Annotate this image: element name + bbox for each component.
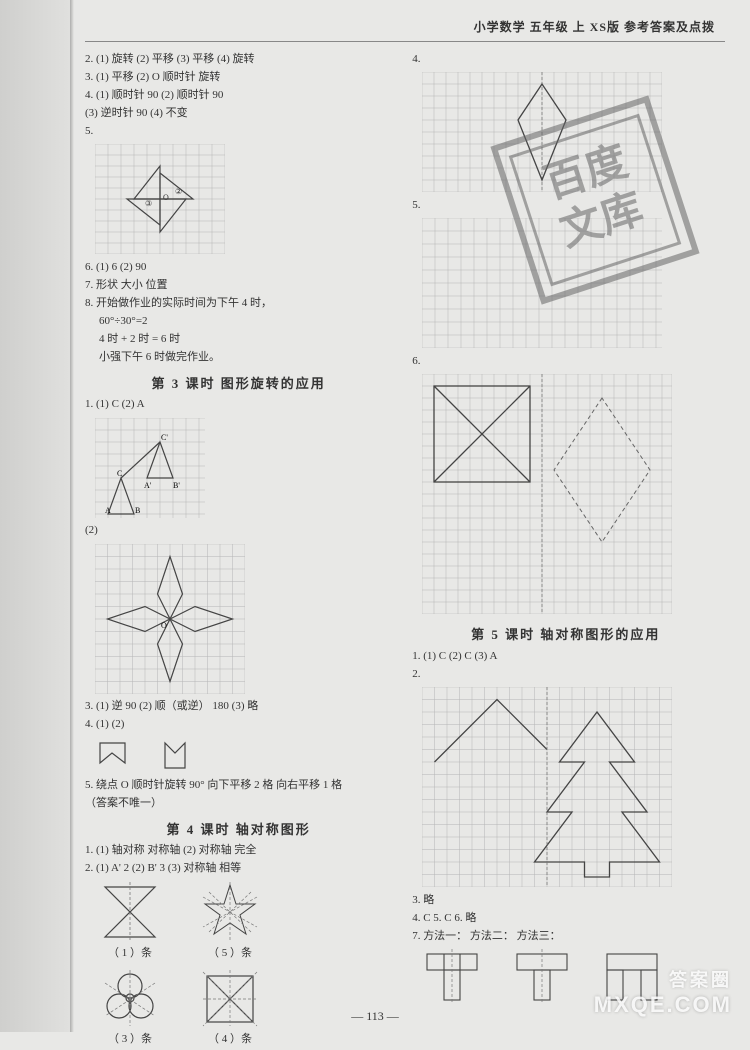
text: 4. (1) 顺时针 90 (2) 顺时针 90	[85, 87, 392, 104]
svg-text:②: ②	[175, 187, 182, 196]
text: 1. (1) 轴对称 对称轴 (2) 对称轴 完全	[85, 842, 392, 859]
text: 6. (1) 6 (2) 90	[85, 259, 392, 276]
section-title-3: 第 3 课时 图形旋转的应用	[85, 373, 392, 392]
fig-s4-row2: （ 3 ）条	[95, 968, 392, 1046]
fig-s3-small: A B C A' B' C'	[95, 418, 392, 518]
text: 2. (1) 旋转 (2) 平移 (3) 平移 (4) 旋转	[85, 51, 392, 68]
text: 5. 绕点 O 顺时针旋转 90° 向下平移 2 格 向右平移 1 格	[85, 777, 392, 794]
col-left: 2. (1) 旋转 (2) 平移 (3) 平移 (4) 旋转 3. (1) 平移…	[85, 50, 392, 1050]
fig-r6	[422, 374, 719, 614]
caption: （ 4 ）条	[195, 1030, 265, 1046]
page-header: 小学数学 五年级 上 XS版 参考答案及点拨	[85, 10, 725, 42]
section-title-5: 第 5 课时 轴对称图形的应用	[412, 624, 719, 643]
text: 2.	[412, 666, 719, 683]
text: 4.	[412, 51, 719, 68]
text: 3. (1) 逆 90 (2) 顺（或逆） 180 (3) 略	[85, 698, 392, 715]
text: (3) 逆时针 90 (4) 不变	[85, 105, 392, 122]
caption: （ 1 ）条	[95, 944, 165, 960]
text: 4. C 5. C 6. 略	[412, 910, 719, 927]
text: 8. 开始做作业的实际时间为下午 4 时，	[85, 295, 392, 312]
svg-text:C: C	[117, 469, 122, 478]
caption: （ 3 ）条	[95, 1030, 165, 1046]
watermark-answers: 答案圈	[669, 966, 732, 992]
svg-text:③: ③	[145, 199, 152, 208]
svg-text:C': C'	[161, 433, 168, 442]
fig-q5-rotate: O ② ③	[95, 144, 392, 254]
svg-text:O: O	[163, 193, 169, 202]
fig-s3-star: O	[95, 544, 392, 694]
caption: （ 5 ）条	[195, 944, 265, 960]
text: 1. (1) C (2) A	[85, 396, 392, 413]
text: 60°÷30°=2	[85, 313, 392, 330]
section-title-4: 第 4 课时 轴对称图形	[85, 819, 392, 838]
text: 4 时 + 2 时 = 6 时	[85, 331, 392, 348]
text: 小强下午 6 时做完作业。	[85, 349, 392, 366]
text: （答案不唯一）	[85, 795, 392, 812]
text: 7. 方法一： 方法二： 方法三：	[412, 928, 719, 945]
text: 7. 形状 大小 位置	[85, 277, 392, 294]
fig-r-tree	[422, 687, 719, 887]
text: 1. (1) C (2) C (3) A	[412, 648, 719, 665]
text: 6.	[412, 353, 719, 370]
text: (2)	[85, 522, 392, 539]
svg-text:A: A	[105, 506, 111, 515]
watermark-url: MXQE.COM	[594, 992, 732, 1018]
svg-text:A': A'	[144, 481, 152, 490]
svg-text:B: B	[135, 506, 140, 515]
text: 3. 略	[412, 892, 719, 909]
text: 3. (1) 平移 (2) O 顺时针 旋转	[85, 69, 392, 86]
text: 4. (1) (2)	[85, 716, 392, 733]
text: 5.	[85, 123, 392, 140]
svg-text:O: O	[161, 621, 167, 630]
text: 2. (1) A' 2 (2) B' 3 (3) 对称轴 相等	[85, 860, 392, 877]
fig-s4-row1: （ 1 ）条 （	[95, 882, 392, 960]
fig-s3-4	[95, 738, 392, 773]
svg-text:B': B'	[173, 481, 180, 490]
